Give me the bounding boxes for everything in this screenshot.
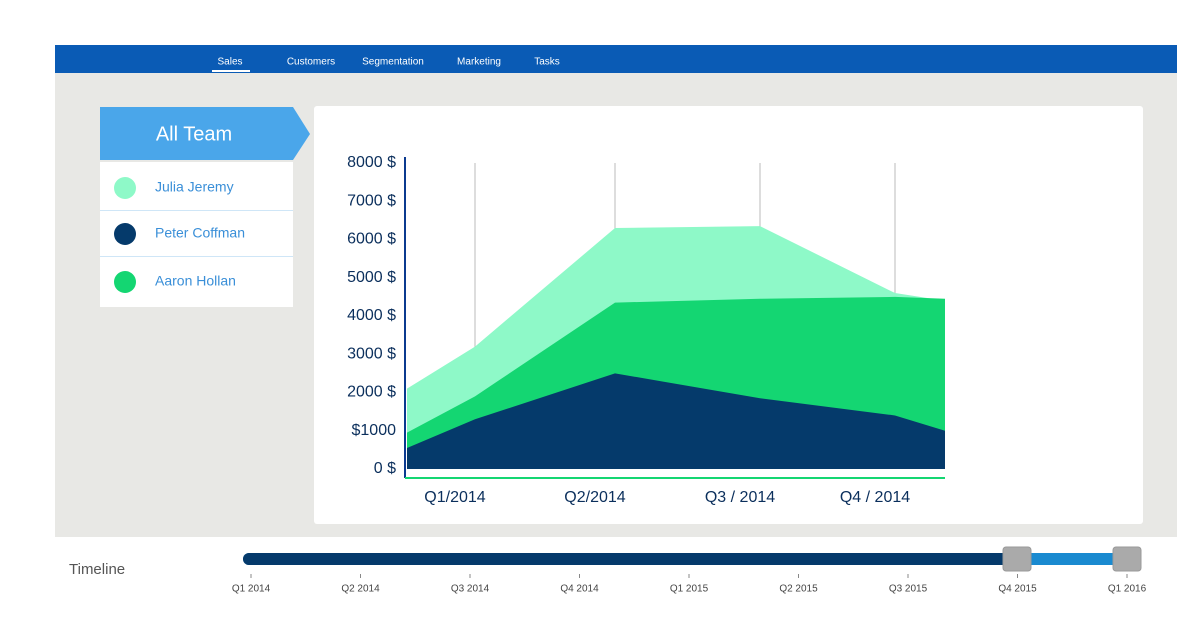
nav-tab[interactable]: Customers [287, 57, 335, 68]
x-tick-label: Q3 / 2014 [705, 489, 775, 506]
timeline-tick-label: Q4 2015 [998, 584, 1037, 595]
legend-swatch [114, 271, 136, 293]
nav-bar [55, 45, 1177, 73]
legend-header [100, 107, 310, 160]
legend-entry[interactable]: Aaron Hollan [155, 273, 236, 289]
y-tick-label: 2000 $ [347, 384, 396, 401]
timeline-tick-label: Q3 2015 [889, 584, 928, 595]
y-tick-label: 4000 $ [347, 307, 396, 324]
nav-tab[interactable]: Tasks [534, 57, 560, 68]
legend-swatch [114, 223, 136, 245]
timeline-range [243, 553, 1017, 565]
timeline-tick-label: Q4 2014 [560, 584, 599, 595]
y-tick-label: 3000 $ [347, 345, 396, 362]
nav-tab[interactable]: Segmentation [362, 57, 424, 68]
x-tick-label: Q2/2014 [564, 489, 625, 506]
legend-title: All Team [156, 123, 232, 145]
timeline-tick-label: Q1 2015 [670, 584, 709, 595]
timeline-tick-label: Q2 2014 [341, 584, 380, 595]
y-tick-label: 8000 $ [347, 154, 396, 171]
legend-divider [100, 256, 293, 257]
timeline-tick-label: Q1 2014 [232, 584, 271, 595]
timeline-tick-label: Q2 2015 [779, 584, 818, 595]
legend-entry[interactable]: Julia Jeremy [155, 179, 234, 195]
legend-divider [100, 210, 293, 211]
timeline-tick-label: Q3 2014 [451, 584, 490, 595]
timeline-label: Timeline [69, 561, 125, 578]
timeline-handle[interactable] [1002, 546, 1032, 572]
area [407, 373, 945, 469]
x-tick-label: Q1/2014 [424, 489, 485, 506]
nav-tab[interactable]: Marketing [457, 57, 501, 68]
y-tick-label: 5000 $ [347, 269, 396, 286]
timeline-handle[interactable] [1112, 546, 1142, 572]
legend-entry[interactable]: Peter Coffman [155, 225, 245, 241]
x-tick-label: Q4 / 2014 [840, 489, 910, 506]
timeline-tick-label: Q1 2016 [1108, 584, 1147, 595]
y-tick-label: 7000 $ [347, 192, 396, 209]
nav-tab[interactable]: Sales [217, 57, 242, 68]
timeline-panel [55, 537, 1177, 617]
y-tick-label: 6000 $ [347, 231, 396, 248]
active-tab-underline [212, 70, 250, 72]
legend-swatch [114, 177, 136, 199]
y-tick-label: 0 $ [374, 460, 396, 477]
y-tick-label: $1000 [352, 422, 397, 439]
